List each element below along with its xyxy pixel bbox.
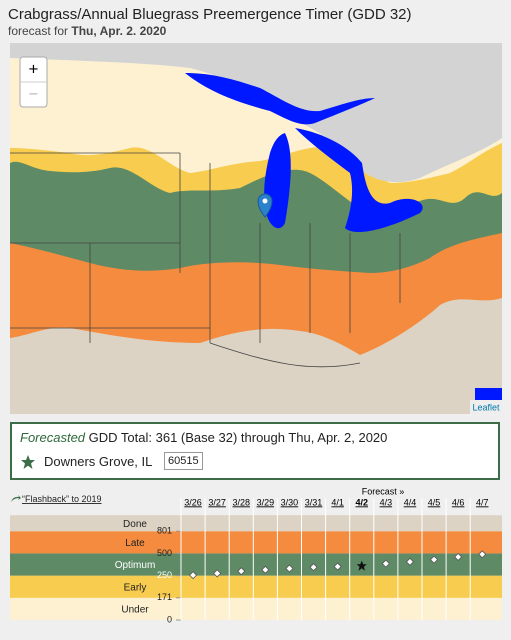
x-tick-label[interactable]: 4/4 <box>404 497 417 507</box>
gdd-marker <box>429 555 439 564</box>
gdd-marker <box>309 563 318 572</box>
forecasted: Forecasted <box>20 430 86 445</box>
x-tick-label[interactable]: 3/30 <box>281 497 299 507</box>
band-label: Early <box>124 582 147 593</box>
gdd-marker <box>261 565 270 574</box>
band-label: Late <box>125 538 145 549</box>
subtitle-prefix: forecast for <box>8 24 69 38</box>
x-tick-label[interactable]: 4/3 <box>380 497 393 507</box>
x-tick-label[interactable]: 4/2 <box>355 497 368 507</box>
y-tick-label: 0 <box>167 614 172 624</box>
current-marker <box>356 560 367 571</box>
x-tick-label[interactable]: 4/1 <box>331 497 344 507</box>
gdd-marker <box>188 571 198 580</box>
subtitle-date: Thu, Apr. 2. 2020 <box>71 24 167 38</box>
x-tick-label[interactable]: 4/6 <box>452 497 465 507</box>
gdd-marker <box>405 557 415 566</box>
y-tick-label: 500 <box>157 548 172 558</box>
zoom-in[interactable]: + <box>29 59 39 78</box>
gdd-marker <box>478 550 487 559</box>
x-tick-label[interactable]: 3/31 <box>305 497 323 507</box>
gdd-text: GDD Total: 361 (Base 32) through Thu, Ap… <box>88 430 388 445</box>
y-tick-label: 250 <box>157 570 172 580</box>
zip-input[interactable]: 60515 <box>164 452 203 470</box>
band-label: Optimum <box>115 560 156 571</box>
band <box>10 515 502 532</box>
x-tick-label[interactable]: 4/7 <box>476 497 489 507</box>
title: Crabgrass/Annual Bluegrass Preemergence … <box>8 6 412 23</box>
x-tick-label[interactable]: 4/5 <box>428 497 441 507</box>
gdd-marker <box>381 559 390 568</box>
flashback-icon <box>11 495 21 502</box>
x-tick-label[interactable]: 3/29 <box>257 497 275 507</box>
band-label: Under <box>121 605 149 616</box>
flashback-link[interactable]: “Flashback” to 2019 <box>22 494 102 504</box>
attribution[interactable]: Leaflet <box>472 402 500 412</box>
band <box>10 553 502 576</box>
band <box>10 575 502 598</box>
location: Downers Grove, IL <box>44 454 153 469</box>
gdd-total: Forecasted GDD Total: 361 (Base 32) thro… <box>20 430 387 445</box>
y-tick-label: 171 <box>157 592 172 602</box>
gdd-marker <box>333 562 342 571</box>
forecast-label: Forecast » <box>362 488 405 496</box>
gdd-marker <box>454 552 463 562</box>
x-tick-label[interactable]: 3/26 <box>184 497 202 507</box>
zoom-control: + − <box>19 56 48 108</box>
zoom-out[interactable]: − <box>29 84 39 103</box>
gdd-marker <box>285 564 294 573</box>
gdd-marker <box>237 567 246 576</box>
info-box: Forecasted GDD Total: 361 (Base 32) thro… <box>10 422 500 480</box>
band-label: Done <box>123 519 147 530</box>
x-tick-label[interactable]: 3/27 <box>208 497 226 507</box>
y-tick-label: 801 <box>157 526 172 536</box>
gdd-marker <box>213 569 222 578</box>
map[interactable]: + − Leaflet <box>10 43 502 414</box>
gdd-chart: Under Early Optimum Late Done 0 171 250 500 801 “F… <box>10 488 502 624</box>
band <box>10 597 502 620</box>
subtitle: forecast for Thu, Apr. 2. 2020 <box>8 24 166 38</box>
star-icon <box>21 455 35 469</box>
band <box>10 531 502 554</box>
x-tick-label[interactable]: 3/28 <box>232 497 250 507</box>
